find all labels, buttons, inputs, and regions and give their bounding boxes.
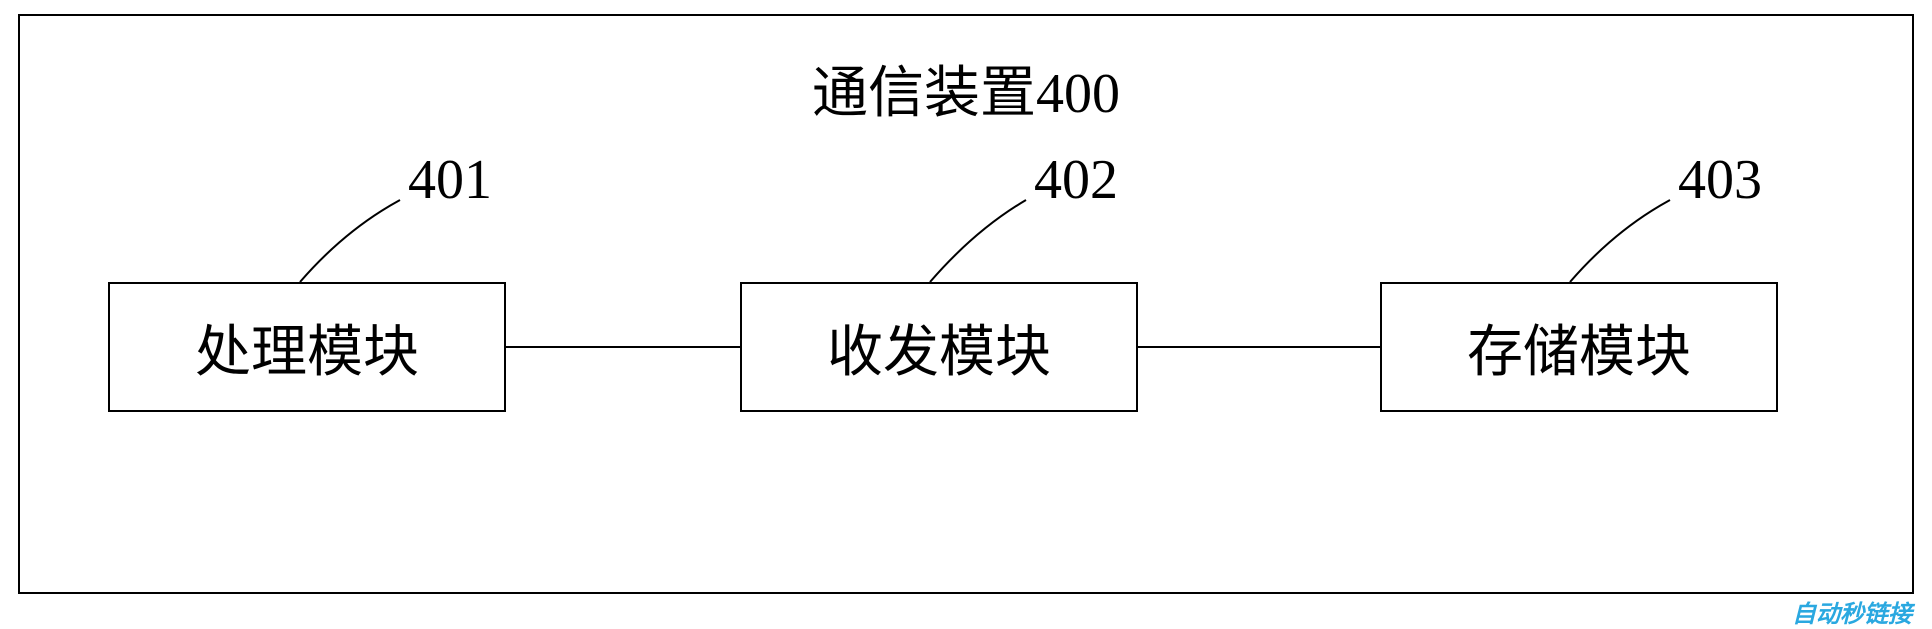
diagram-canvas: 通信装置400 自动秒链接 处理模块 401 收发模块 402 存储模块 403 [0, 0, 1932, 626]
module-storage: 存储模块 [1380, 282, 1778, 412]
module-processing: 处理模块 [108, 282, 506, 412]
module-processing-leader-line [290, 190, 410, 292]
module-transceiver: 收发模块 [740, 282, 1138, 412]
connector-line [506, 346, 740, 348]
module-storage-leader-line [1560, 190, 1680, 292]
diagram-title: 通信装置400 [812, 48, 1120, 129]
watermark-text: 自动秒链接 [1792, 594, 1912, 629]
module-storage-ref-number: 403 [1678, 148, 1762, 212]
module-transceiver-leader-line [920, 190, 1036, 292]
connector-line [1138, 346, 1380, 348]
module-transceiver-ref-number: 402 [1034, 148, 1118, 212]
module-processing-ref-number: 401 [408, 148, 492, 212]
